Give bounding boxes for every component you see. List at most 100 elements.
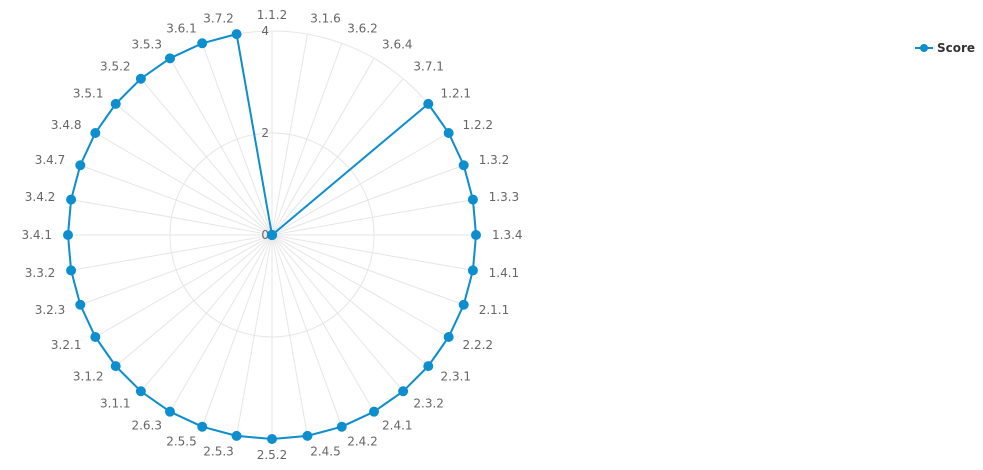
category-label-2.3.1: 2.3.1 (441, 369, 472, 383)
data-point-2.3.1[interactable] (423, 361, 434, 372)
category-label-2.2.2: 2.2.2 (463, 338, 494, 352)
data-point-2.5.5[interactable] (197, 421, 208, 432)
data-point-3.5.1[interactable] (110, 98, 121, 109)
category-label-1.3.4: 1.3.4 (492, 228, 523, 242)
category-label-2.1.1: 2.1.1 (479, 303, 510, 317)
grid-spoke-1.3.3 (271, 199, 473, 236)
data-point-1.2.1[interactable] (423, 98, 434, 109)
category-label-3.7.1: 3.7.1 (413, 59, 444, 73)
grid-spoke-3.6.2 (271, 43, 343, 236)
data-point-2.1.1[interactable] (458, 299, 469, 310)
data-point-1.3.3[interactable] (467, 194, 478, 205)
grid-spoke-1.3.2 (271, 164, 464, 236)
data-point-1.3.2[interactable] (458, 160, 469, 171)
grid-spoke-3.6.4 (271, 58, 375, 236)
grid-spoke-3.6.1 (201, 43, 273, 236)
category-label-3.5.3: 3.5.3 (131, 37, 162, 51)
grid-spoke-3.1.1 (140, 234, 273, 392)
grid-spoke-2.4.5 (271, 234, 308, 436)
radial-tick-label: 2 (261, 126, 269, 140)
grid-spoke-3.3.2 (71, 234, 273, 271)
data-point-3.1.1[interactable] (135, 386, 146, 397)
grid-spoke-2.5.5 (201, 234, 273, 427)
legend[interactable]: Score (915, 41, 975, 55)
data-point-3.4.8[interactable] (90, 128, 101, 138)
legend-label-score[interactable]: Score (937, 41, 975, 55)
grid-spoke-2.1.1 (271, 234, 464, 306)
category-label-2.6.3: 2.6.3 (131, 419, 162, 433)
data-point-2.4.2[interactable] (336, 421, 347, 432)
grid-spoke-3.7.1 (271, 78, 404, 236)
data-point-2.2.2[interactable] (443, 332, 454, 342)
category-label-3.6.4: 3.6.4 (382, 37, 413, 51)
grid-spoke-3.4.7 (80, 164, 273, 236)
grid-spoke-3.5.2 (140, 78, 273, 236)
radial-tick-label: 4 (261, 24, 269, 38)
data-point-3.6.1[interactable] (197, 38, 208, 49)
data-point-3.7.2[interactable] (231, 29, 242, 40)
data-point-2.4.5[interactable] (302, 430, 313, 441)
category-labels: 1.1.2 3.1.6 3.6.2 3.6.43.7.1 1.2.1 1.2.2 1.3.2… (21, 8, 522, 462)
data-point-1.4.1[interactable] (467, 265, 478, 276)
category-label-3.2.1: 3.2.1 (51, 338, 82, 352)
category-label-3.3.2: 3.3.2 (25, 266, 56, 280)
category-label-2.4.1: 2.4.1 (382, 419, 413, 433)
grid-spoke-3.2.3 (80, 234, 273, 306)
grid-spoke-3.5.3 (169, 58, 273, 236)
data-point-3.5.3[interactable] (165, 53, 175, 64)
grid-spoke-1.4.1 (271, 234, 473, 271)
grid-spoke-3.4.2 (71, 199, 273, 236)
category-label-3.5.1: 3.5.1 (73, 87, 104, 101)
data-point-3.2.1[interactable] (90, 332, 101, 342)
radial-tick-label: 0 (261, 228, 269, 242)
data-point-3.4.2[interactable] (66, 194, 77, 205)
grid-spoke-3.2.1 (95, 234, 273, 338)
data-point-1.3.4[interactable] (471, 230, 481, 240)
data-point-3.4.7[interactable] (75, 160, 86, 171)
data-point-3.4.1[interactable] (63, 230, 73, 240)
grid-spoke-3.1.6 (271, 34, 308, 236)
category-label-2.4.5: 2.4.5 (310, 445, 341, 459)
series-score (63, 29, 481, 444)
data-point-3.3.2[interactable] (66, 265, 77, 276)
category-label-3.1.2: 3.1.2 (73, 369, 104, 383)
grid-spoke-2.5.3 (236, 234, 273, 436)
category-label-3.7.2: 3.7.2 (203, 11, 234, 25)
category-label-3.2.3: 3.2.3 (35, 303, 66, 317)
category-label-2.5.2: 2.5.2 (257, 448, 288, 462)
data-point-3.1.2[interactable] (110, 361, 121, 372)
category-label-3.4.1: 3.4.1 (21, 228, 52, 242)
category-label-3.1.1: 3.1.1 (100, 397, 131, 411)
category-label-3.4.8: 3.4.8 (51, 118, 82, 132)
data-point-3.2.3[interactable] (75, 299, 86, 310)
category-label-3.5.2: 3.5.2 (100, 59, 131, 73)
category-label-1.3.3: 1.3.3 (489, 190, 520, 204)
category-label-1.2.1: 1.2.1 (441, 87, 472, 101)
data-point-2.6.3[interactable] (165, 406, 175, 417)
data-point-1.2.2[interactable] (443, 128, 454, 138)
category-label-1.2.2: 1.2.2 (463, 118, 494, 132)
category-label-3.4.7: 3.4.7 (35, 153, 66, 167)
grid-spoke-3.5.1 (115, 103, 273, 236)
data-point-3.5.2[interactable] (135, 73, 146, 84)
category-label-1.1.2: 1.1.2 (257, 8, 288, 22)
category-label-2.5.5: 2.5.5 (166, 435, 197, 449)
data-point-2.3.2[interactable] (398, 386, 409, 397)
category-label-2.4.2: 2.4.2 (347, 435, 378, 449)
data-point-2.5.3[interactable] (231, 430, 242, 441)
grid-spoke-1.2.2 (271, 132, 449, 236)
category-label-3.6.1: 3.6.1 (166, 21, 197, 35)
category-label-2.3.2: 2.3.2 (413, 397, 444, 411)
category-label-1.4.1: 1.4.1 (489, 266, 520, 280)
grid-spoke-2.3.1 (271, 234, 429, 367)
grid-spoke-2.4.1 (271, 234, 375, 412)
category-label-3.4.2: 3.4.2 (25, 190, 56, 204)
data-point-3.7.1[interactable] (267, 230, 277, 240)
grid-spoke-3.4.8 (95, 132, 273, 236)
data-point-2.4.1[interactable] (369, 406, 379, 417)
category-label-1.3.2: 1.3.2 (479, 153, 510, 167)
category-label-2.5.3: 2.5.3 (203, 445, 234, 459)
data-point-2.5.2[interactable] (267, 434, 277, 444)
radial-ticks: 0 2 4 (261, 24, 269, 242)
